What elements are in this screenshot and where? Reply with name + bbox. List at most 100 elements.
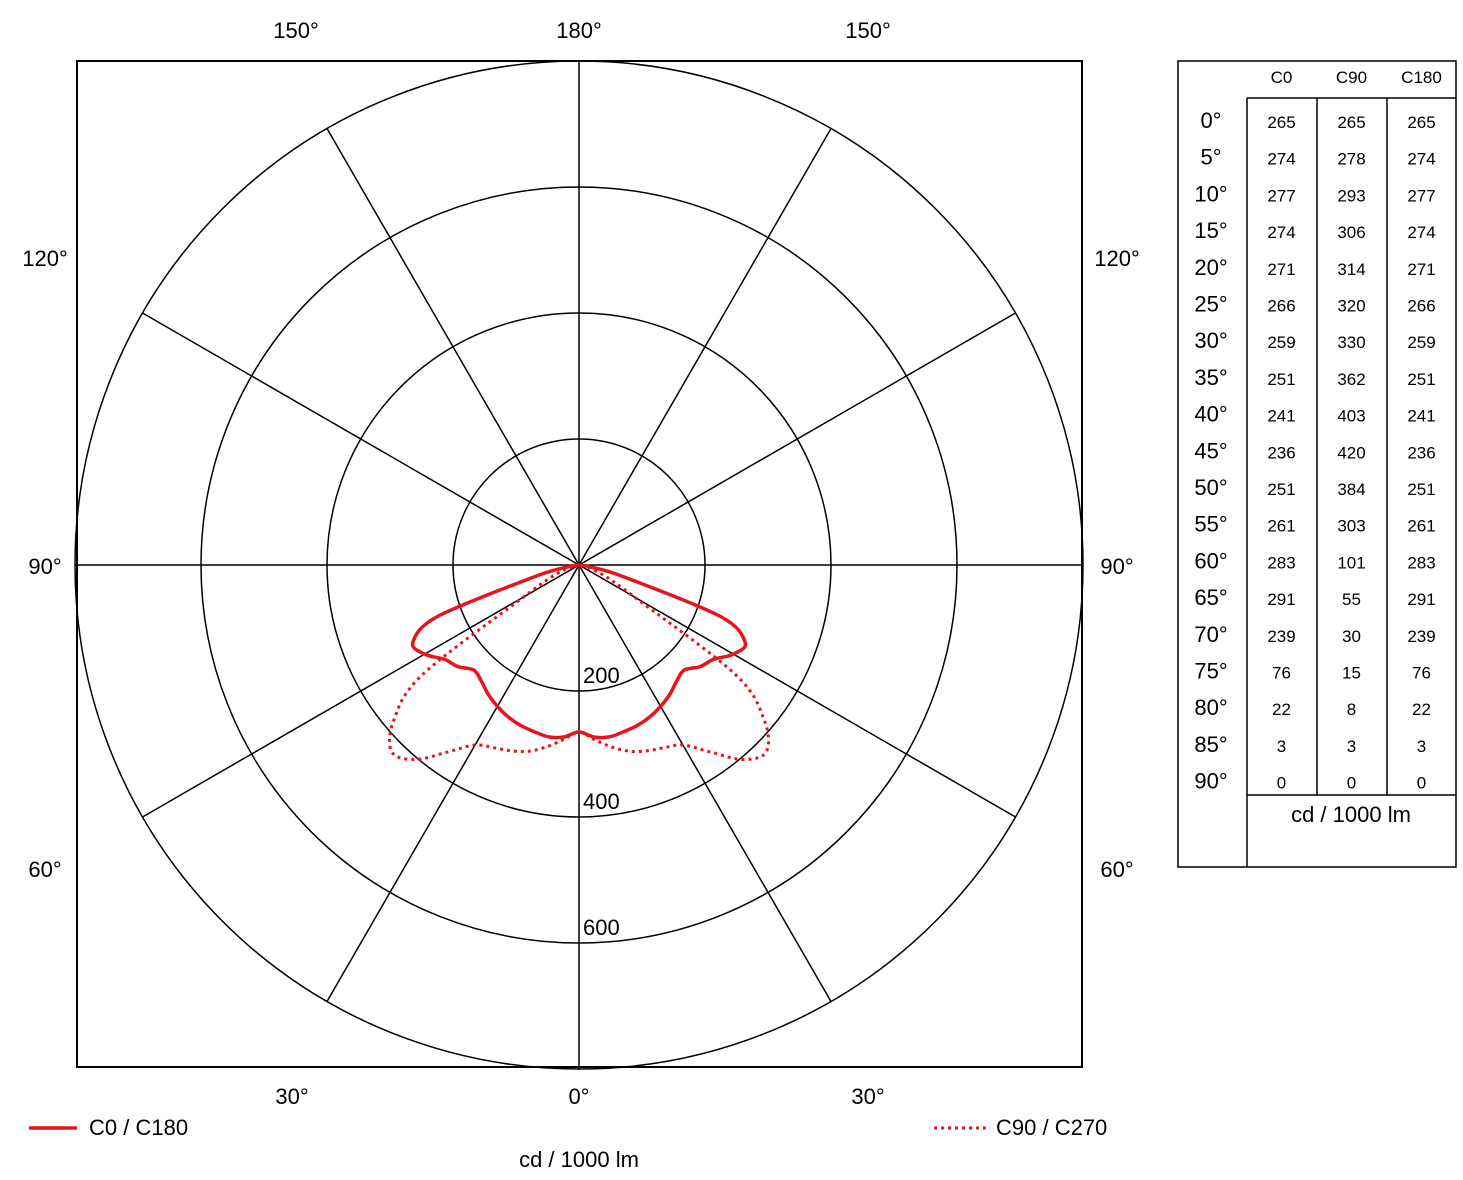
table-row-gamma: 85° [1194, 732, 1227, 757]
legend: C0 / C180 C90 / C270 cd / 1000 lm [29, 1115, 1107, 1172]
table-column-header: C90 [1336, 68, 1367, 87]
table-cell: 0 [1347, 774, 1356, 793]
table-cell: 274 [1267, 150, 1295, 169]
table-cell: 420 [1337, 443, 1365, 462]
table-cell: 22 [1272, 700, 1291, 719]
table-cell: 259 [1267, 333, 1295, 352]
table-cell: 265 [1267, 113, 1295, 132]
radial-tick-label: 400 [583, 789, 620, 814]
angle-label-top: 150° [273, 18, 319, 43]
table-cell: 271 [1267, 260, 1295, 279]
table-cell: 251 [1267, 370, 1295, 389]
table-row-gamma: 60° [1194, 548, 1227, 573]
table-cell: 283 [1407, 553, 1435, 572]
table-row-gamma: 30° [1194, 328, 1227, 353]
series-c90-c270-curve [387, 563, 771, 762]
table-cell: 251 [1407, 370, 1435, 389]
angle-label-right: 90° [1100, 554, 1133, 579]
table-column-header: C180 [1401, 68, 1442, 87]
table-column-header: C0 [1271, 68, 1293, 87]
table-cell: 283 [1267, 553, 1295, 572]
table-cell: 241 [1267, 407, 1295, 426]
angle-label-left: 120° [22, 246, 68, 271]
table-cell: 239 [1267, 627, 1295, 646]
table-row-gamma: 0° [1200, 108, 1221, 133]
table-cell: 291 [1267, 590, 1295, 609]
table-row-gamma: 45° [1194, 438, 1227, 463]
angle-label-top: 150° [845, 18, 891, 43]
table-cell: 76 [1272, 664, 1291, 683]
table-cell: 3 [1417, 737, 1426, 756]
table-row-gamma: 75° [1194, 659, 1227, 684]
table-cell: 274 [1407, 150, 1435, 169]
table-cell: 274 [1267, 223, 1295, 242]
table-cell: 239 [1407, 627, 1435, 646]
angle-label-left: 60° [28, 857, 61, 882]
table-row-gamma: 20° [1194, 255, 1227, 280]
table-row-gamma: 25° [1194, 292, 1227, 317]
radial-labels: 200 400 600 [583, 663, 620, 940]
table-cell: 314 [1337, 260, 1365, 279]
table-cell: 303 [1337, 517, 1365, 536]
table-cell: 101 [1337, 553, 1365, 572]
angle-label-right: 120° [1094, 246, 1140, 271]
x-axis-label: cd / 1000 lm [519, 1147, 639, 1172]
angle-label-right: 60° [1100, 857, 1133, 882]
angle-label-left: 90° [28, 554, 61, 579]
table-cell: 30 [1342, 627, 1361, 646]
angle-label-bottom: 30° [275, 1084, 308, 1109]
angle-label-top: 180° [556, 18, 602, 43]
table-cell: 0 [1277, 774, 1286, 793]
table-cell: 277 [1407, 186, 1435, 205]
table-cell: 277 [1267, 186, 1295, 205]
legend-c90-c270-label: C90 / C270 [996, 1115, 1107, 1140]
table-row-gamma: 80° [1194, 695, 1227, 720]
angle-labels: 150° 180° 150° 120° 90° 60° 120° 90° 60° 30° 0° 30° [22, 18, 1140, 1109]
table-unit-label: cd / 1000 lm [1291, 802, 1411, 827]
table-cell: 384 [1337, 480, 1365, 499]
table-cell: 271 [1407, 260, 1435, 279]
angle-label-bottom: 0° [568, 1084, 589, 1109]
table-row-gamma: 90° [1194, 769, 1227, 794]
table-cell: 330 [1337, 333, 1365, 352]
table-cell: 266 [1407, 297, 1435, 316]
table-cell: 261 [1267, 517, 1295, 536]
table-cell: 403 [1337, 407, 1365, 426]
table-cell: 236 [1407, 443, 1435, 462]
angle-label-bottom: 30° [851, 1084, 884, 1109]
table-cell: 265 [1337, 113, 1365, 132]
table-cell: 362 [1337, 370, 1365, 389]
table-cell: 278 [1337, 150, 1365, 169]
table-cell: 241 [1407, 407, 1435, 426]
table-row-gamma: 5° [1200, 145, 1221, 170]
series-c0-c180-curve [410, 563, 748, 740]
table-cell: 55 [1342, 590, 1361, 609]
polar-series [387, 563, 771, 762]
radial-tick-label: 600 [583, 915, 620, 940]
table-cell: 15 [1342, 664, 1361, 683]
table-row-gamma: 40° [1194, 402, 1227, 427]
table-row-gamma: 70° [1194, 622, 1227, 647]
table-cell: 261 [1407, 517, 1435, 536]
table-cell: 0 [1417, 774, 1426, 793]
table-cell: 236 [1267, 443, 1295, 462]
table-cell: 293 [1337, 186, 1365, 205]
table-cell: 291 [1407, 590, 1435, 609]
table-cell: 259 [1407, 333, 1435, 352]
table-row-gamma: 65° [1194, 585, 1227, 610]
table-cell: 3 [1347, 737, 1356, 756]
table-cell: 306 [1337, 223, 1365, 242]
table-row-gamma: 10° [1194, 181, 1227, 206]
table-cell: 265 [1407, 113, 1435, 132]
table-row-gamma: 15° [1194, 218, 1227, 243]
table-cell: 266 [1267, 297, 1295, 316]
table-cell: 251 [1267, 480, 1295, 499]
table-cell: 251 [1407, 480, 1435, 499]
table-cell: 3 [1277, 737, 1286, 756]
radial-tick-label: 200 [583, 663, 620, 688]
table-cell: 8 [1347, 700, 1356, 719]
intensity-table: C0 C90 C180 0° 265 265 265 5° 274 278 274 10° 277 293… [1177, 60, 1457, 868]
table-cell: 22 [1412, 700, 1431, 719]
table-row-gamma: 50° [1194, 475, 1227, 500]
table-frame [1177, 60, 1457, 868]
